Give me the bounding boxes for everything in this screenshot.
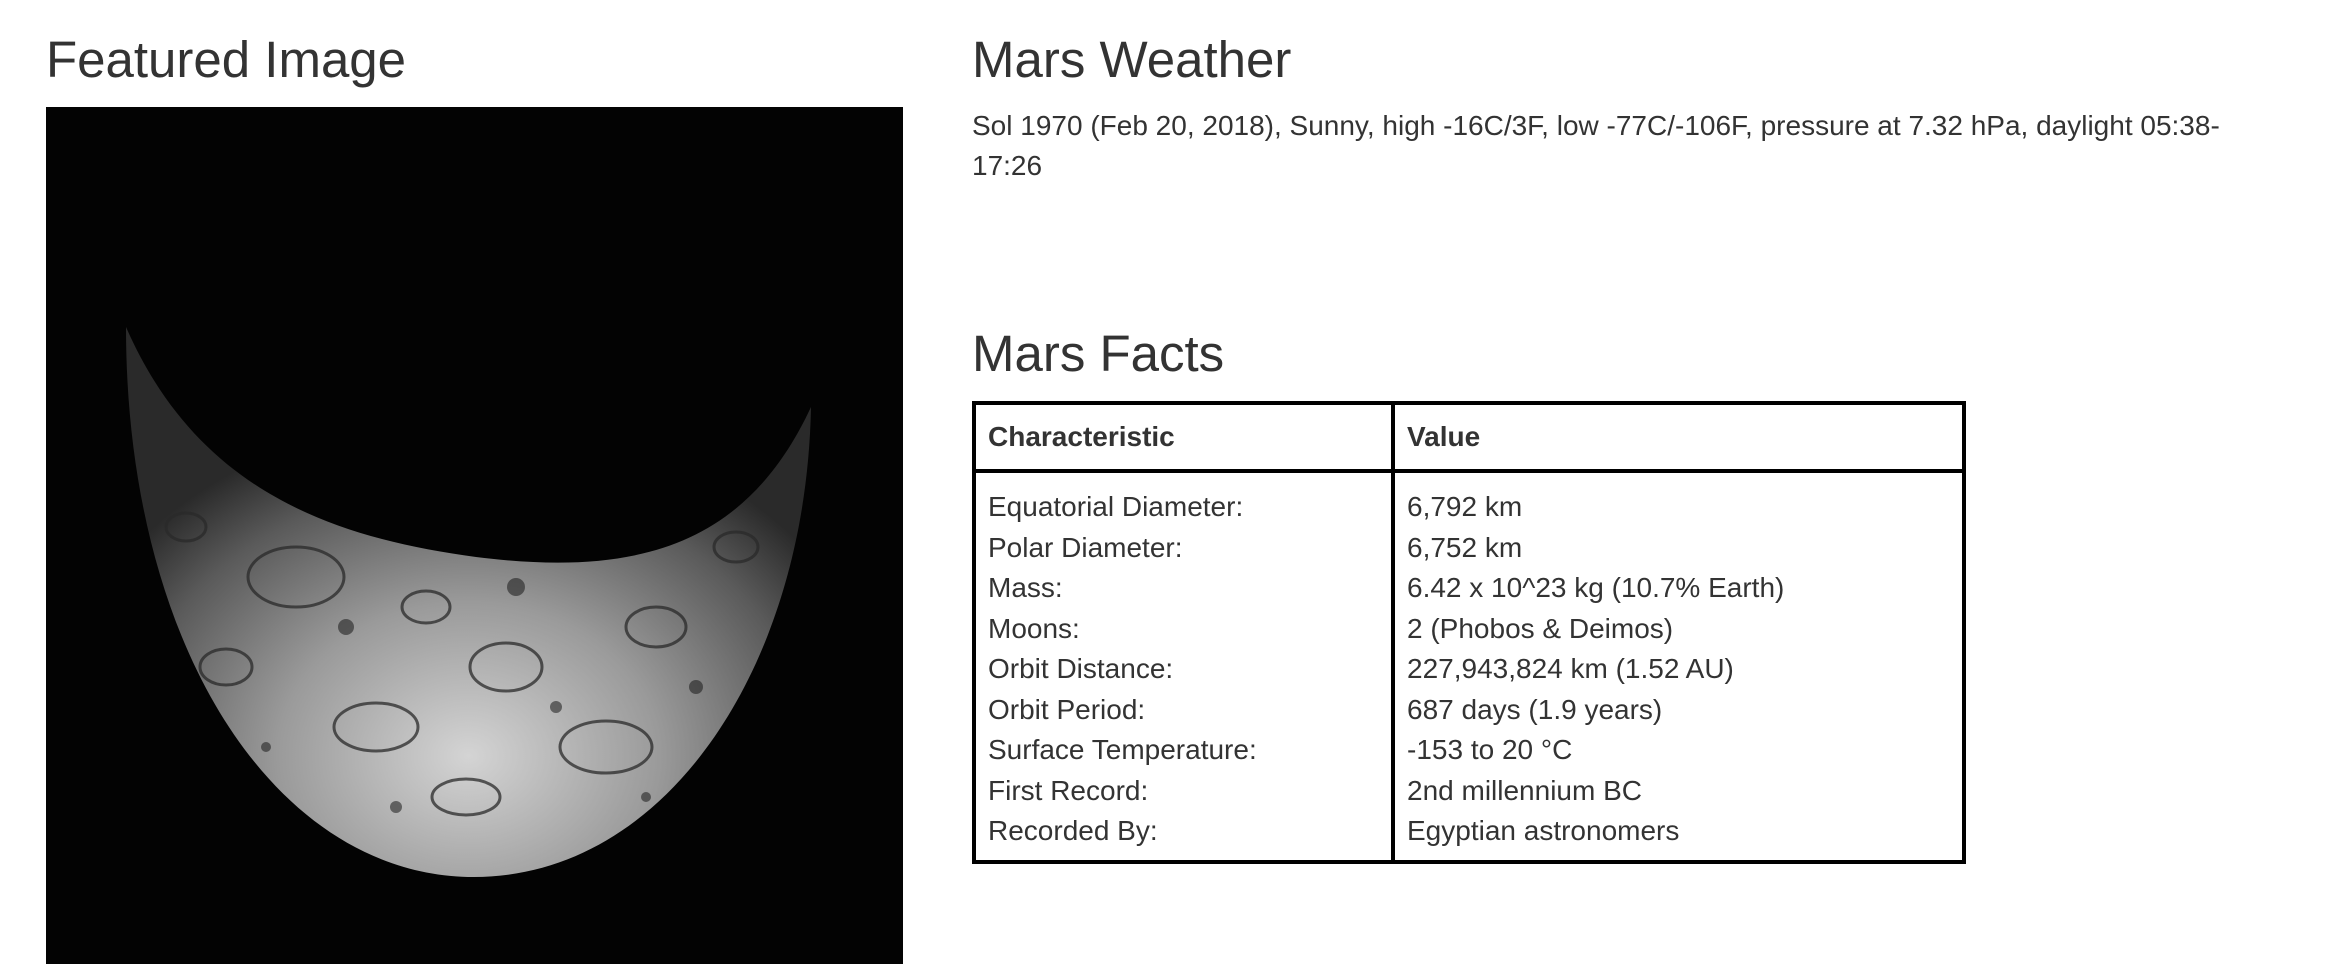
table-row: Moons: 2 (Phobos & Deimos) [972,608,1966,649]
value-cell: Egyptian astronomers [1391,811,1966,862]
featured-image [46,107,903,964]
characteristic-cell: Mass: [972,568,1395,609]
column-header-value: Value [1391,401,1966,473]
value-cell: 227,943,824 km (1.52 AU) [1391,649,1966,690]
value-cell: 2 (Phobos & Deimos) [1391,608,1966,649]
characteristic-cell: Recorded By: [972,811,1395,862]
table-row: Mass: 6.42 x 10^23 kg (10.7% Earth) [972,568,1966,609]
mars-facts-heading: Mars Facts [972,325,1225,382]
featured-image-heading: Featured Image [46,31,407,88]
characteristic-cell: First Record: [972,770,1395,811]
characteristic-cell: Orbit Period: [972,689,1395,730]
characteristic-cell: Equatorial Diameter: [972,471,1395,528]
table-row: Surface Temperature: -153 to 20 °C [972,730,1966,771]
characteristic-cell: Surface Temperature: [972,730,1395,771]
characteristic-cell: Orbit Distance: [972,649,1395,690]
moon-crescent-image [46,107,903,964]
characteristic-cell: Polar Diameter: [972,527,1395,568]
value-cell: 2nd millennium BC [1391,770,1966,811]
mars-weather-heading: Mars Weather [972,31,1292,88]
value-cell: 6.42 x 10^23 kg (10.7% Earth) [1391,568,1966,609]
value-cell: 687 days (1.9 years) [1391,689,1966,730]
mars-weather-report: Sol 1970 (Feb 20, 2018), Sunny, high -16… [972,110,2220,181]
column-header-characteristic: Characteristic [972,401,1395,473]
table-row: Orbit Distance: 227,943,824 km (1.52 AU) [972,649,1966,690]
table-header-row: Characteristic Value [972,401,1966,473]
characteristic-cell: Moons: [972,608,1395,649]
value-cell: -153 to 20 °C [1391,730,1966,771]
value-cell: 6,792 km [1391,471,1966,528]
table-row: Equatorial Diameter: 6,792 km [972,471,1966,528]
table-row: Polar Diameter: 6,752 km [972,527,1966,568]
table-row: First Record: 2nd millennium BC [972,770,1966,811]
value-cell: 6,752 km [1391,527,1966,568]
table-row: Recorded By: Egyptian astronomers [972,811,1966,862]
table-row: Orbit Period: 687 days (1.9 years) [972,689,1966,730]
mars-facts-table: Characteristic Value Equatorial Diameter… [972,401,1966,864]
